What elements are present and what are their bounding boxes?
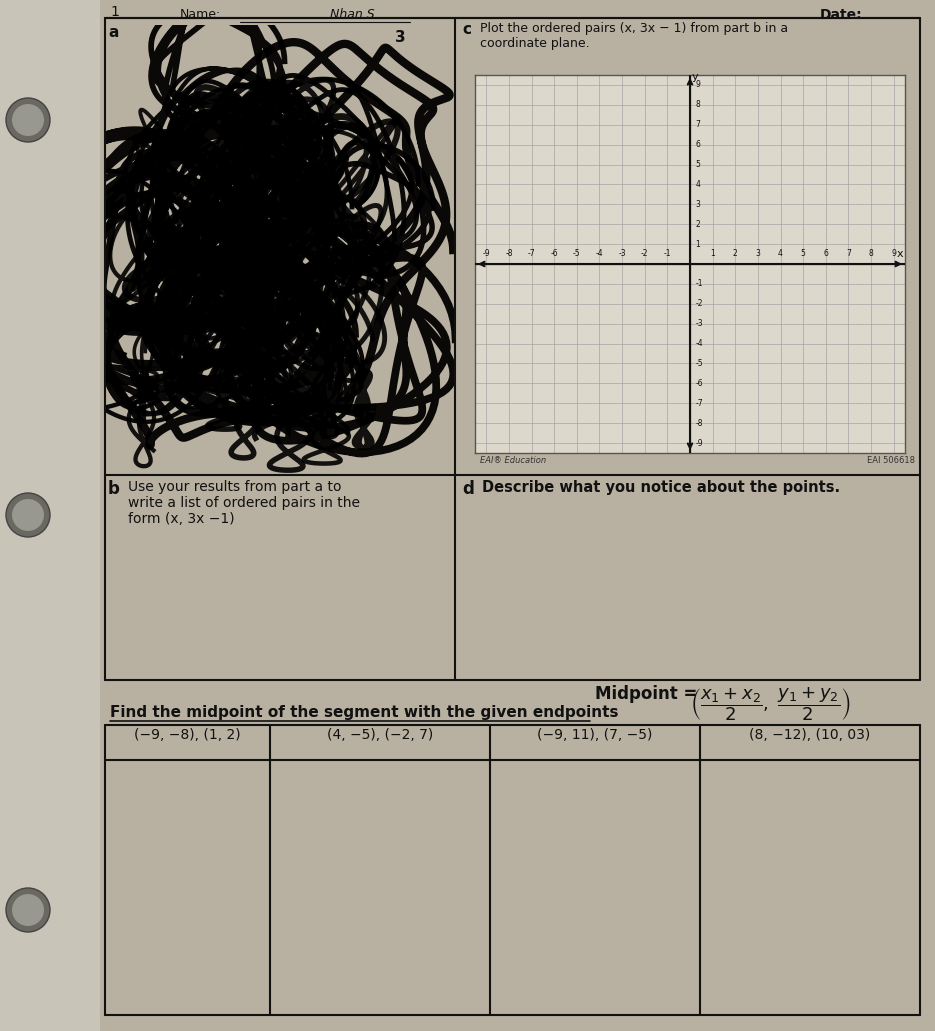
Text: -1: -1 <box>664 250 671 258</box>
Text: 3: 3 <box>696 200 700 209</box>
Text: (8, −12), (10, 03): (8, −12), (10, 03) <box>749 728 870 742</box>
Text: 9: 9 <box>891 250 896 258</box>
Text: Date:: Date: <box>820 8 863 22</box>
Text: -5: -5 <box>696 359 703 368</box>
Text: Describe what you notice about the points.: Describe what you notice about the point… <box>482 480 841 495</box>
Text: 4: 4 <box>778 250 783 258</box>
Text: Plot the ordered pairs (x, 3x − 1) from part b in a
coordinate plane.: Plot the ordered pairs (x, 3x − 1) from … <box>480 22 788 49</box>
Text: 4: 4 <box>696 180 700 189</box>
Text: 6: 6 <box>696 140 700 149</box>
Text: (−9, −8), (1, 2): (−9, −8), (1, 2) <box>135 728 241 742</box>
Text: 6: 6 <box>824 250 828 258</box>
Text: Use your results from part a to
write a list of ordered pairs in the
form (x, 3x: Use your results from part a to write a … <box>128 480 360 527</box>
Text: 5: 5 <box>696 160 700 169</box>
Text: -9: -9 <box>482 250 490 258</box>
Text: 2: 2 <box>733 250 738 258</box>
Text: -4: -4 <box>696 339 703 348</box>
Text: -3: -3 <box>696 320 703 328</box>
Text: -7: -7 <box>696 399 703 408</box>
Text: 8: 8 <box>869 250 873 258</box>
Text: y: y <box>691 72 698 81</box>
Text: (4, −5), (−2, 7): (4, −5), (−2, 7) <box>327 728 433 742</box>
Text: -6: -6 <box>551 250 558 258</box>
Text: 1: 1 <box>110 5 119 19</box>
Text: Nhan S.: Nhan S. <box>330 8 379 21</box>
Text: 2: 2 <box>696 220 700 229</box>
Text: Find the midpoint of the segment with the given endpoints: Find the midpoint of the segment with th… <box>110 705 618 720</box>
Text: -8: -8 <box>696 419 703 428</box>
Text: (−9, 11), (7, −5): (−9, 11), (7, −5) <box>538 728 653 742</box>
Text: 1: 1 <box>696 239 700 248</box>
Text: Midpoint =: Midpoint = <box>595 685 703 703</box>
Bar <box>0 0 100 1031</box>
Text: -9: -9 <box>696 438 703 447</box>
Text: EAI® Education: EAI® Education <box>480 456 546 465</box>
Text: 5: 5 <box>800 250 806 258</box>
Text: -4: -4 <box>596 250 603 258</box>
Text: -2: -2 <box>696 299 703 308</box>
Text: -8: -8 <box>505 250 512 258</box>
Text: -5: -5 <box>573 250 581 258</box>
Text: d: d <box>462 480 474 498</box>
Circle shape <box>6 493 50 537</box>
Circle shape <box>12 499 44 531</box>
Text: a: a <box>108 25 119 40</box>
Circle shape <box>12 104 44 136</box>
Text: x: x <box>897 250 904 259</box>
Text: 7: 7 <box>846 250 851 258</box>
Circle shape <box>6 888 50 932</box>
Circle shape <box>6 98 50 142</box>
Text: $\left(\dfrac{x_1+x_2}{2},\ \dfrac{y_1+y_2}{2}\right)$: $\left(\dfrac{x_1+x_2}{2},\ \dfrac{y_1+y… <box>690 685 851 723</box>
Text: 3: 3 <box>395 30 406 45</box>
Circle shape <box>12 894 44 926</box>
Text: 1: 1 <box>711 250 715 258</box>
Text: 3: 3 <box>755 250 760 258</box>
Text: -2: -2 <box>641 250 649 258</box>
Text: 9: 9 <box>696 80 700 90</box>
Text: 8: 8 <box>696 100 700 109</box>
Text: b: b <box>108 480 120 498</box>
Text: -1: -1 <box>696 279 703 289</box>
Text: -7: -7 <box>527 250 536 258</box>
Text: c: c <box>462 22 471 37</box>
Text: -3: -3 <box>618 250 626 258</box>
Text: -6: -6 <box>696 378 703 388</box>
Text: EAI 506618: EAI 506618 <box>867 456 915 465</box>
Text: 7: 7 <box>696 121 700 129</box>
Text: Name:: Name: <box>180 8 221 21</box>
